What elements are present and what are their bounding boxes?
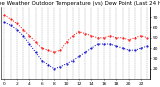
Title: Milwaukee Weather Outdoor Temperature (vs) Dew Point (Last 24 Hours): Milwaukee Weather Outdoor Temperature (v… — [0, 1, 160, 6]
